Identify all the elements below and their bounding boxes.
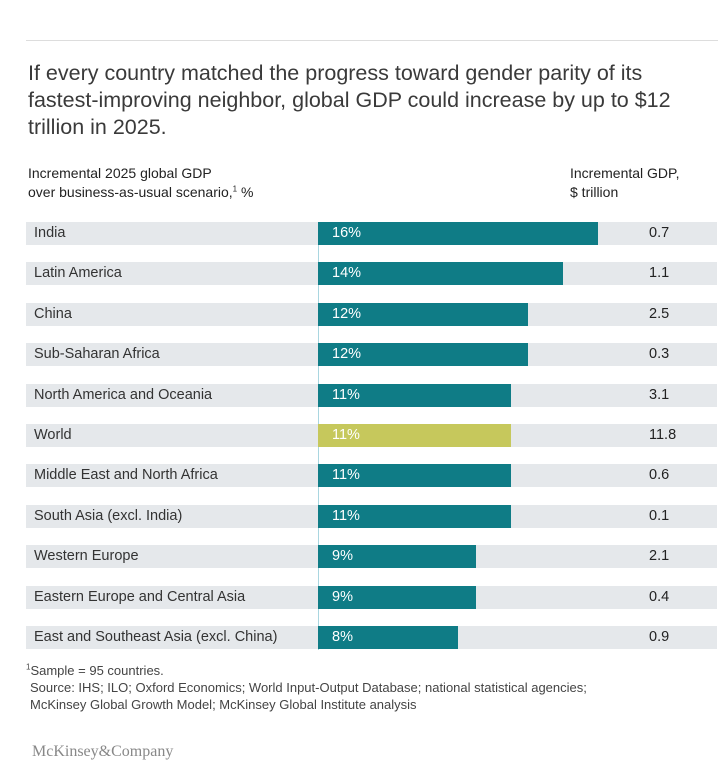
bar: 11% <box>318 424 511 447</box>
incremental-gdp-value: 3.1 <box>649 387 670 403</box>
incremental-gdp-value: 0.7 <box>649 225 670 241</box>
category-label: China <box>34 306 72 322</box>
bar-cell: 12% <box>318 343 640 366</box>
bar-cell: 11% <box>318 424 640 447</box>
bar-cell: 14% <box>318 262 640 285</box>
source-line-1: Source: IHS; ILO; Oxford Economics; Worl… <box>30 680 587 695</box>
category-label: World <box>34 427 72 443</box>
chart-row: Sub-Saharan Africa 12% 0.3 <box>26 343 717 366</box>
right-header: Incremental GDP, $ trillion <box>570 164 715 202</box>
left-header: Incremental 2025 global GDP over busines… <box>28 164 428 202</box>
chart-row: World 11% 11.8 <box>26 424 717 447</box>
chart-row: Middle East and North Africa 11% 0.6 <box>26 464 717 487</box>
category-label: Middle East and North Africa <box>34 467 218 483</box>
bar-cell: 12% <box>318 303 640 326</box>
right-header-line2: $ trillion <box>570 184 619 200</box>
mckinsey-logo: McKinsey&Company <box>32 743 174 760</box>
bar-cell: 11% <box>318 384 640 407</box>
bar-cell: 16% <box>318 222 640 245</box>
bar-cell: 11% <box>318 505 640 528</box>
top-divider <box>26 40 718 41</box>
chart-row: Latin America 14% 1.1 <box>26 262 717 285</box>
chart-row: India 16% 0.7 <box>26 222 717 245</box>
incremental-gdp-value: 11.8 <box>649 427 677 443</box>
incremental-gdp-value: 0.1 <box>649 508 670 524</box>
bar-cell: 8% <box>318 626 640 649</box>
incremental-gdp-value: 0.3 <box>649 346 670 362</box>
bar: 9% <box>318 545 476 568</box>
footnotes: 1Sample = 95 countries. Source: IHS; ILO… <box>26 662 716 713</box>
incremental-gdp-value: 1.1 <box>649 265 670 281</box>
bar: 9% <box>318 586 476 609</box>
left-header-line2: over business-as-usual scenario,1 % <box>28 183 428 202</box>
source-line-2: McKinsey Global Growth Model; McKinsey G… <box>30 697 417 712</box>
incremental-gdp-value: 0.6 <box>649 467 670 483</box>
category-label: East and Southeast Asia (excl. China) <box>34 629 278 645</box>
bar: 11% <box>318 384 511 407</box>
category-label: Eastern Europe and Central Asia <box>34 589 246 605</box>
chart-row: North America and Oceania 11% 3.1 <box>26 384 717 407</box>
footnote-text: Sample = 95 countries. <box>30 663 164 678</box>
bar: 8% <box>318 626 458 649</box>
bar-cell: 9% <box>318 545 640 568</box>
bar-cell: 9% <box>318 586 640 609</box>
bar: 11% <box>318 505 511 528</box>
bar: 11% <box>318 464 511 487</box>
footnote-marker: 1 <box>26 662 31 672</box>
left-header-line1: Incremental 2025 global GDP <box>28 165 212 181</box>
footnote: 1Sample = 95 countries. <box>26 662 716 679</box>
chart-title: If every country matched the progress to… <box>28 61 671 139</box>
chart-row: China 12% 2.5 <box>26 303 717 326</box>
bar: 12% <box>318 343 528 366</box>
category-label: India <box>34 225 66 241</box>
bar: 12% <box>318 303 528 326</box>
category-label: North America and Oceania <box>34 387 213 403</box>
category-label: Western Europe <box>34 548 139 564</box>
footnote-ref: 1 <box>232 184 238 194</box>
left-header-unit: % <box>237 184 254 200</box>
incremental-gdp-value: 2.1 <box>649 548 670 564</box>
chart-row: Eastern Europe and Central Asia 9% 0.4 <box>26 586 717 609</box>
bar: 14% <box>318 262 563 285</box>
right-header-line1: Incremental GDP, <box>570 165 680 181</box>
chart-row: Western Europe 9% 2.1 <box>26 545 717 568</box>
incremental-gdp-value: 0.4 <box>649 589 670 605</box>
chart-row: East and Southeast Asia (excl. China) 8% 0… <box>26 626 717 649</box>
category-label: Sub-Saharan Africa <box>34 346 160 362</box>
left-header-text: over business-as-usual scenario, <box>28 184 233 200</box>
incremental-gdp-value: 2.5 <box>649 306 670 322</box>
incremental-gdp-value: 0.9 <box>649 629 670 645</box>
chart-row: South Asia (excl. India) 11% 0.1 <box>26 505 717 528</box>
category-label: Latin America <box>34 265 122 281</box>
bar: 16% <box>318 222 598 245</box>
category-label: South Asia (excl. India) <box>34 508 183 524</box>
bar-cell: 11% <box>318 464 640 487</box>
